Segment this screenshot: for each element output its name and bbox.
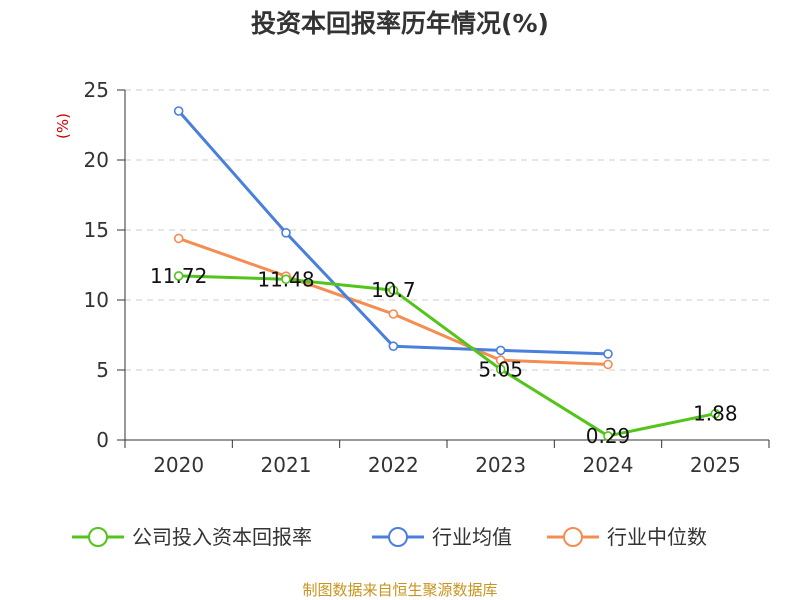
x-tick-label: 2021: [261, 453, 312, 477]
legend-item: 行业中位数: [547, 525, 707, 549]
data-label: 11.72: [150, 264, 207, 288]
source-note: 制图数据来自恒生聚源数据库: [302, 581, 497, 599]
data-point: [388, 285, 399, 296]
data-label: 0.29: [586, 424, 631, 448]
y-tick-label: 20: [84, 148, 109, 172]
data-point: [173, 271, 184, 281]
y-axis-unit: (%): [54, 113, 72, 139]
chart-title: 投资本回报率历年情况(%): [251, 9, 549, 38]
data-label: 1.88: [693, 402, 738, 426]
series-group: [173, 106, 721, 441]
x-tick-label: 2024: [583, 453, 634, 477]
data-point: [281, 228, 291, 238]
legend-swatch-marker: [88, 527, 108, 547]
data-point: [603, 431, 613, 441]
y-tick-label: 5: [96, 358, 109, 382]
legend-label: 行业中位数: [607, 525, 707, 549]
series-2: [173, 233, 613, 370]
data-point: [388, 341, 399, 352]
y-tick-label: 0: [96, 428, 109, 452]
data-point: [281, 274, 291, 285]
data-point: [495, 355, 506, 366]
legend: 公司投入资本回报率 行业均值 行业中位数: [72, 525, 707, 549]
x-tick-label: 2023: [475, 453, 526, 477]
legend-label: 公司投入资本回报率: [132, 525, 312, 549]
data-point: [495, 345, 506, 356]
legend-swatch-marker: [388, 527, 408, 547]
data-labels: 11.72 11.48 10.7 5.05 0.29 1.88: [150, 264, 738, 448]
data-point: [603, 349, 613, 359]
series-line: [178, 274, 716, 438]
data-point: [173, 106, 184, 116]
data-point: [388, 309, 399, 319]
data-point: [603, 359, 613, 370]
legend-swatch-marker: [563, 527, 583, 547]
data-label: 11.48: [257, 267, 314, 291]
y-tick-label: 10: [84, 288, 109, 312]
data-point: [495, 364, 506, 375]
y-tick-label: 25: [84, 78, 109, 102]
x-tick-label: 2020: [153, 453, 204, 477]
legend-label: 行业均值: [432, 525, 512, 549]
grid-lines: [125, 89, 769, 371]
data-point: [710, 408, 721, 419]
data-label: 5.05: [478, 357, 523, 381]
data-label: 10.7: [371, 278, 416, 302]
legend-item: 公司投入资本回报率: [72, 525, 312, 549]
y-tick-label: 15: [84, 218, 109, 242]
legend-item: 行业均值: [372, 525, 512, 549]
x-tick-label: 2022: [368, 453, 419, 477]
series-0: [173, 271, 721, 441]
data-point: [173, 233, 184, 244]
x-tick-label: 2025: [690, 453, 741, 477]
series-1: [173, 106, 613, 359]
